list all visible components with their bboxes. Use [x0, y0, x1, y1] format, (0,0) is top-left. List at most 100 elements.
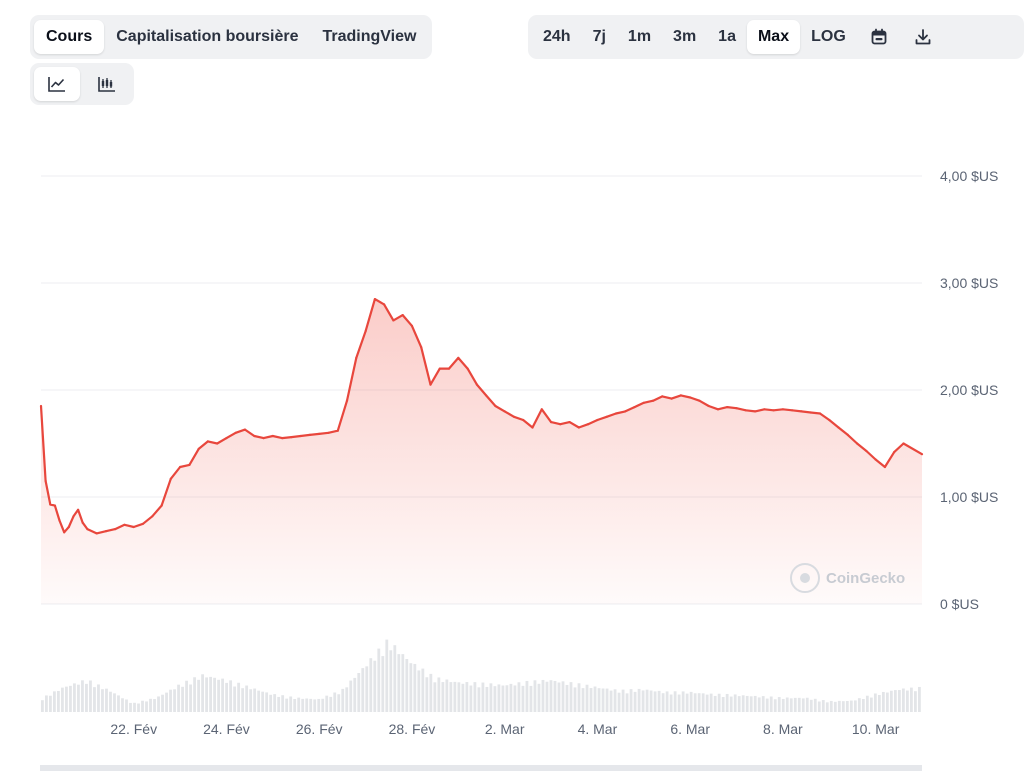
volume-bar — [877, 695, 881, 712]
volume-bar — [73, 683, 76, 712]
volume-bar — [293, 699, 297, 712]
price-point — [197, 447, 200, 450]
price-point — [818, 412, 822, 415]
volume-bar — [449, 682, 453, 712]
download-button[interactable] — [901, 20, 945, 54]
volume-bar — [401, 654, 405, 712]
price-point — [874, 458, 877, 461]
volume-bar — [573, 687, 577, 712]
volume-bar — [373, 660, 377, 712]
price-point — [318, 432, 321, 435]
price-point — [39, 404, 43, 408]
volume-bar — [565, 684, 569, 712]
volume-bar — [625, 693, 629, 712]
range-1a[interactable]: 1a — [718, 28, 736, 45]
price-point — [308, 433, 311, 436]
range-max[interactable]: Max — [746, 20, 801, 54]
volume-bar — [869, 697, 873, 712]
line-chart-button[interactable] — [34, 67, 80, 101]
volume-bar — [645, 689, 649, 712]
price-point — [281, 437, 284, 440]
volume-bar — [185, 680, 188, 712]
calendar-icon — [871, 28, 887, 45]
volume-bar — [845, 701, 849, 712]
price-point — [772, 409, 775, 412]
price-point — [809, 411, 812, 414]
volume-bar — [621, 689, 625, 712]
tab-market-cap[interactable]: Capitalisation boursière — [116, 28, 299, 45]
volume-bar — [525, 680, 529, 712]
y-tick-label: 2,00 $US — [940, 382, 998, 398]
volume-bar — [189, 684, 192, 712]
range-1m[interactable]: 1m — [627, 28, 652, 45]
volume-bar — [465, 682, 469, 712]
volume-bar — [917, 686, 921, 712]
x-tick-label: 2. Mar — [485, 721, 525, 737]
volume-bar — [773, 699, 777, 712]
price-point — [902, 442, 905, 445]
price-point — [151, 515, 154, 518]
price-point — [791, 409, 794, 412]
volume-bar — [421, 668, 425, 712]
volume-bar — [205, 677, 208, 712]
x-tick-label: 6. Mar — [670, 721, 710, 737]
price-point — [837, 426, 840, 429]
volume-bar — [501, 685, 505, 712]
volume-bar — [897, 690, 901, 712]
price-point — [206, 440, 209, 443]
price-point — [596, 418, 599, 422]
volume-bar — [221, 678, 225, 712]
log-scale-toggle[interactable]: LOG — [811, 28, 846, 45]
price-point — [614, 412, 618, 415]
volume-bar — [821, 700, 825, 712]
volume-bar — [53, 691, 56, 712]
volume-bar — [253, 688, 257, 712]
price-point — [466, 367, 469, 370]
volume-bar — [521, 685, 525, 712]
price-point — [373, 298, 376, 301]
range-3m[interactable]: 3m — [673, 28, 697, 45]
price-point — [81, 521, 84, 524]
volume-bar — [125, 699, 128, 712]
volume-bar — [533, 680, 537, 712]
price-point — [735, 407, 738, 410]
range-24h[interactable]: 24h — [543, 28, 571, 45]
range-navigator[interactable] — [40, 765, 922, 771]
volume-bar — [237, 682, 241, 712]
volume-bar — [593, 686, 597, 712]
volume-bar — [333, 692, 337, 712]
calendar-button[interactable] — [857, 20, 901, 54]
range-7j[interactable]: 7j — [592, 28, 606, 45]
volume-bar — [141, 700, 144, 712]
volume-bar — [425, 677, 429, 712]
volume-bar — [461, 683, 465, 712]
price-point — [559, 423, 562, 426]
candlestick-chart-button[interactable] — [84, 67, 130, 101]
tab-cours[interactable]: Cours — [34, 20, 105, 54]
volume-bar — [793, 697, 797, 712]
volume-bar — [513, 685, 517, 712]
volume-bar — [77, 684, 80, 712]
price-point — [624, 410, 627, 413]
volume-bar — [161, 694, 164, 712]
volume-bar — [433, 682, 437, 712]
volume-bar — [633, 691, 637, 712]
volume-bar — [553, 680, 557, 712]
volume-bar — [765, 698, 769, 712]
x-tick-label: 26. Fév — [296, 721, 343, 737]
price-point — [410, 324, 413, 327]
volume-bar — [245, 685, 249, 712]
volume-bar — [701, 693, 705, 712]
volume-bar — [825, 702, 829, 712]
volume-bar — [309, 698, 313, 712]
price-point — [550, 421, 553, 424]
volume-bar — [609, 690, 613, 712]
volume-bar — [737, 696, 741, 712]
volume-bar — [901, 688, 905, 712]
volume-bar — [693, 693, 697, 712]
coingecko-watermark: CoinGecko — [790, 563, 905, 593]
price-point — [132, 525, 135, 529]
volume-bar — [657, 690, 661, 712]
tab-tradingview[interactable]: TradingView — [322, 28, 417, 45]
